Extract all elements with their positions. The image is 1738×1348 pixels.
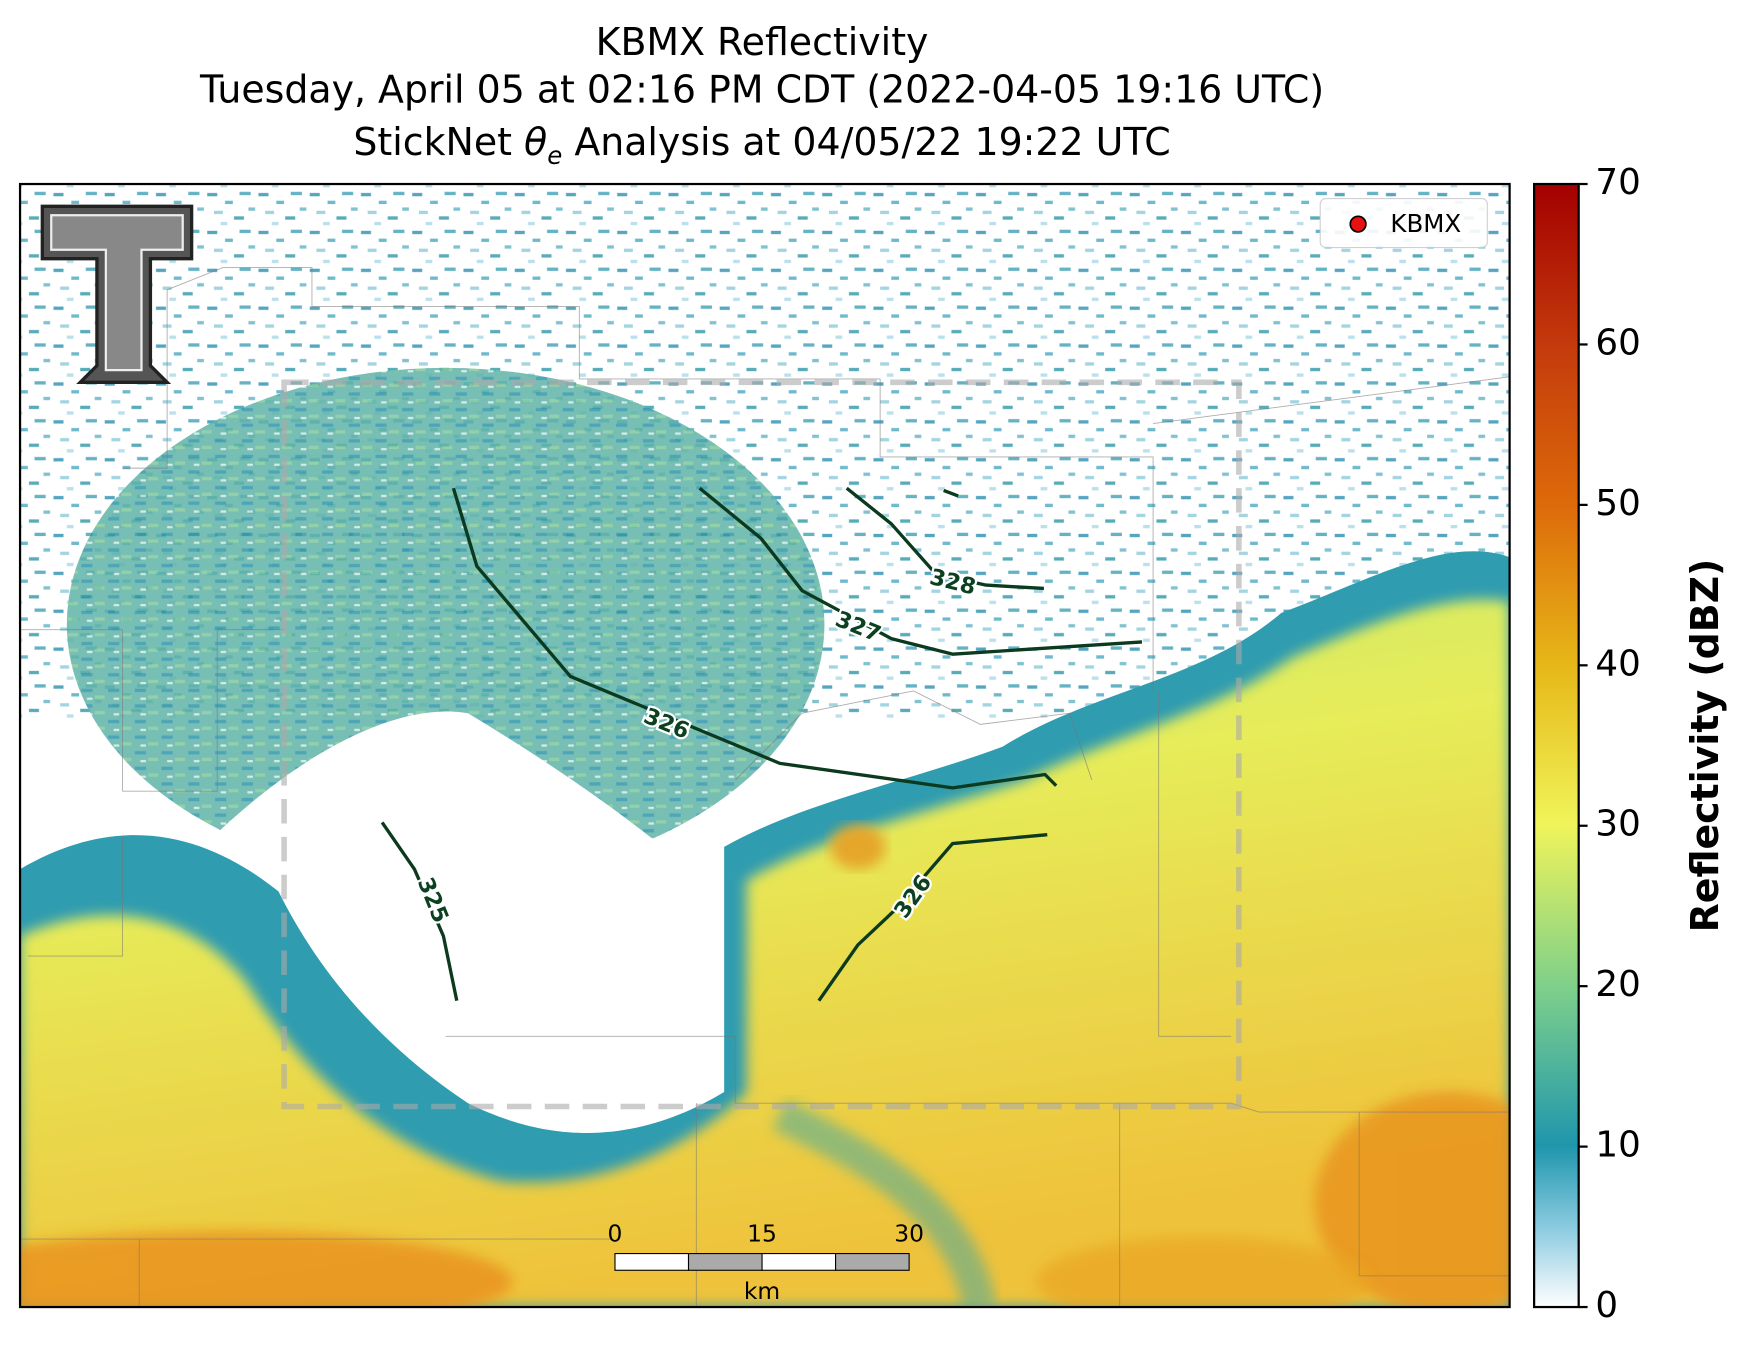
colorbar-label: Reflectivity (dBZ) [1683,559,1727,933]
title: KBMX Reflectivity [596,20,929,64]
logo [40,204,194,385]
scalebar-unit: km [744,1277,780,1305]
colorbar-tick-label: 60 [1595,322,1640,363]
scalebar: km [614,1253,910,1305]
weak-band [772,1099,997,1308]
map-frame [18,182,1511,1309]
colorbar-tick-label: 30 [1595,804,1640,845]
colorbar [1533,182,1580,1309]
analysis-title: StickNet θe Analysis at 04/05/22 19:22 U… [353,120,1170,170]
legend-marker [1349,215,1367,233]
contour-line [698,486,1143,656]
contour-line [817,832,1048,1002]
contour-line [943,488,959,498]
subtitle: Tuesday, April 05 at 02:16 PM CDT (2022-… [199,68,1324,112]
contour-line [451,487,1058,790]
colorbar-tick-label: 50 [1595,483,1640,524]
colorbar-tick-label: 0 [1595,1285,1618,1326]
analysis-symbol: θ [524,120,547,164]
colorbar-tick-label: 70 [1595,162,1640,203]
heavy-precip [20,1231,513,1308]
scalebar-tick-label: 0 [608,1219,623,1247]
colorbar-tick-label: 10 [1595,1125,1640,1166]
legend: KBMX [1319,197,1488,249]
analysis-before: StickNet [353,120,524,164]
analysis-domain [281,379,1242,1110]
colorbar-tick-label: 40 [1595,643,1640,684]
county-lines [20,267,1510,1308]
heavy-precip [1036,1236,1371,1308]
legend-box [1319,197,1488,249]
contour-line [380,821,459,1001]
analysis-after: Analysis at 04/05/22 19:22 UTC [562,120,1170,164]
heavy-precip [1314,1092,1510,1308]
contour-line [845,486,1045,591]
precip-area [20,599,1510,1308]
colorbar-tick-label: 20 [1595,964,1640,1005]
scalebar-tick-label: 30 [894,1219,924,1247]
scalebar-tick-label: 15 [747,1219,777,1247]
analysis-subscript: e [547,141,562,170]
heavy-precip [830,824,886,870]
legend-label: KBMX [1390,209,1461,238]
clear-air-echoes [66,367,825,881]
